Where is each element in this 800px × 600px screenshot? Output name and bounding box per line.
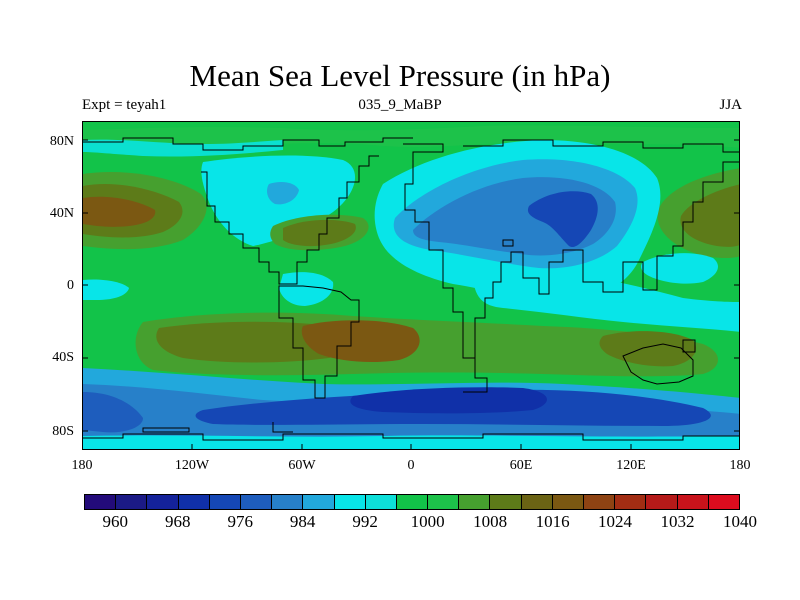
colorbar-label: 1008 <box>473 512 508 531</box>
colorbar-label: 1016 <box>535 512 570 531</box>
colorbar-cell <box>428 494 460 510</box>
colorbar-cell <box>646 494 678 510</box>
coast-island-1 <box>502 239 514 247</box>
field-namerica-low-core <box>267 182 299 205</box>
field-southern-ocean-west <box>83 392 143 433</box>
coast-samerica <box>278 285 360 399</box>
coast-antarctic-ice-shelf <box>142 427 190 433</box>
colorbar-cell <box>147 494 179 510</box>
colorbar-cell <box>459 494 491 510</box>
colorbar-cell <box>552 494 584 510</box>
colorbar-cell <box>303 494 335 510</box>
coastlines <box>83 137 739 441</box>
lon-label-120w: 120W <box>174 458 210 473</box>
colorbar-label: 992 <box>352 512 378 531</box>
colorbar-cell <box>584 494 616 510</box>
field-s-pacific-high <box>156 321 349 363</box>
coast-antarctica <box>83 433 739 441</box>
coast-island-2 <box>682 339 696 353</box>
field-npacific-high-core <box>83 196 156 227</box>
field-antarctic <box>83 435 739 449</box>
colorbar-label: 1024 <box>598 512 633 531</box>
colorbar-cell <box>178 494 210 510</box>
colorbar-label: 1040 <box>723 512 757 531</box>
lat-label-80n: 80N <box>49 134 74 149</box>
period-label: 035_9_MaBP <box>358 97 442 113</box>
coast-arctic-america <box>83 137 413 151</box>
lon-label-180e: 180 <box>729 458 751 473</box>
lat-label-40n: 40N <box>49 206 74 221</box>
coast-namerica-west <box>201 171 289 285</box>
lon-label-0: 0 <box>407 458 415 473</box>
colorbar-cell <box>365 494 397 510</box>
colorbar-label: 984 <box>289 512 316 531</box>
colorbar-cell <box>116 494 148 510</box>
colorbar-cell <box>272 494 304 510</box>
lon-label-120e: 120E <box>616 458 646 473</box>
lat-label-40s: 40S <box>52 350 74 365</box>
colorbar-cell <box>396 494 429 510</box>
field-natlantic-high-core <box>283 219 356 247</box>
plot-title: Mean Sea Level Pressure (in hPa) <box>189 58 611 93</box>
pressure-field <box>83 122 739 449</box>
colorbar-label: 960 <box>102 512 128 531</box>
lon-label-60w: 60W <box>288 458 316 473</box>
lat-label-0: 0 <box>67 278 74 293</box>
field-wpacific-cyan <box>641 253 718 284</box>
field-tropical-atlantic <box>279 272 334 306</box>
field-arctic-cyan <box>83 139 283 157</box>
experiment-label: Expt = teyah1 <box>82 97 167 113</box>
field-arctic <box>83 125 739 154</box>
field-asia-low-core <box>527 191 598 248</box>
coast-peninsula <box>272 422 293 433</box>
colorbar-cell <box>334 494 366 510</box>
colorbar <box>84 494 740 510</box>
colorbar-cell <box>490 494 522 510</box>
season-label: JJA <box>719 97 742 113</box>
coast-namerica-east <box>289 155 379 285</box>
field-southern-ocean-deep <box>350 387 547 414</box>
field-npacific-high-east-core <box>680 184 739 247</box>
pressure-map <box>82 121 740 450</box>
lon-label-60e: 60E <box>509 458 533 473</box>
coast-eurasia-africa <box>403 143 739 359</box>
colorbar-cell <box>84 494 117 510</box>
colorbar-cell <box>240 494 273 510</box>
colorbar-cell <box>521 494 553 510</box>
colorbar-cell <box>615 494 647 510</box>
colorbar-label: 968 <box>164 512 191 531</box>
colorbar-label: 976 <box>227 512 253 531</box>
colorbar-cell <box>209 494 241 510</box>
coast-africa-south <box>463 358 488 393</box>
colorbar-cell <box>677 494 709 510</box>
colorbar-label: 1032 <box>660 512 695 531</box>
colorbar-label: 1000 <box>410 512 445 531</box>
coast-australia <box>622 343 694 385</box>
field-s-atlantic-high <box>301 320 420 362</box>
coast-arctic-eurasia <box>463 139 739 153</box>
colorbar-cell <box>708 494 740 510</box>
lat-label-80s: 80S <box>52 424 74 439</box>
lon-label-180w: 180 <box>71 458 93 473</box>
field-tropical-pacific-west <box>83 279 129 300</box>
